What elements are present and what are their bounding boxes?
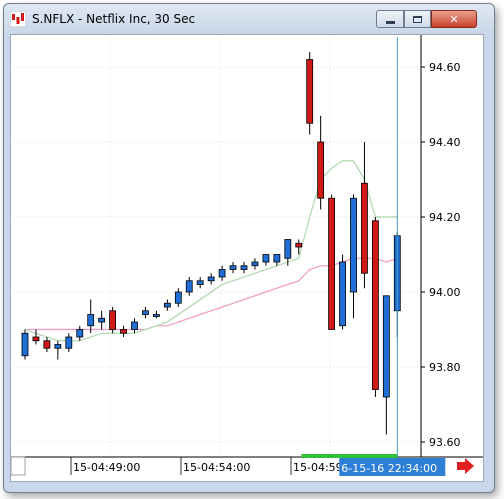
candle[interactable] xyxy=(65,333,73,352)
cursor-time-box xyxy=(339,458,446,476)
candle-body xyxy=(306,59,314,124)
candle-body xyxy=(328,197,336,330)
candle-body xyxy=(262,254,270,263)
candle-body xyxy=(32,336,40,342)
candle-body xyxy=(350,197,357,293)
candle-body xyxy=(54,344,62,349)
maximize-icon xyxy=(413,15,422,23)
candlestick-chart[interactable]: 94.60 94.40 94.20 94.00 93.80 93.60 15-04:49:0… xyxy=(11,35,483,481)
candle[interactable] xyxy=(284,239,292,266)
candle[interactable] xyxy=(371,217,379,397)
candle[interactable] xyxy=(21,329,29,360)
maximize-button[interactable] xyxy=(404,10,431,28)
candle-body xyxy=(240,265,248,270)
close-button[interactable]: ✕ xyxy=(431,10,477,28)
price-tick-label: 94.40 xyxy=(429,136,461,149)
candle[interactable] xyxy=(273,254,281,266)
candle[interactable] xyxy=(262,254,270,266)
candle[interactable] xyxy=(120,325,127,337)
time-tick-label: 15-04:54:00 xyxy=(183,461,250,474)
candle-body xyxy=(76,329,84,338)
price-tick-label: 93.80 xyxy=(429,361,461,374)
cursor-time-label: 6-15-16 22:34:00 xyxy=(341,462,437,475)
candle[interactable] xyxy=(295,239,303,255)
candle-body xyxy=(361,182,368,274)
candle[interactable] xyxy=(240,262,248,274)
candle-body xyxy=(43,340,51,349)
candle[interactable] xyxy=(229,262,237,274)
candle[interactable] xyxy=(152,310,160,319)
candle[interactable] xyxy=(382,295,390,435)
candle-body xyxy=(229,265,237,270)
candle[interactable] xyxy=(328,194,336,330)
candle[interactable] xyxy=(131,318,138,334)
candle-body xyxy=(120,329,127,334)
scroll-right-arrow-icon[interactable] xyxy=(457,458,474,474)
candle[interactable] xyxy=(339,254,346,330)
candle-body xyxy=(152,314,160,317)
candle-body xyxy=(98,317,106,323)
arrow-shape xyxy=(457,458,474,474)
candle-body xyxy=(196,280,204,285)
candle-body xyxy=(371,220,379,390)
candle-body xyxy=(131,321,138,330)
fast-moving-average xyxy=(24,160,398,342)
candle[interactable] xyxy=(207,273,215,285)
candle[interactable] xyxy=(218,265,226,281)
candle-body xyxy=(87,314,95,327)
candle[interactable] xyxy=(43,337,51,352)
candle-body xyxy=(382,295,390,398)
candle-body xyxy=(284,239,292,259)
candle[interactable] xyxy=(163,299,171,311)
candle-body xyxy=(339,261,346,327)
candle[interactable] xyxy=(76,325,84,341)
session-bar xyxy=(301,454,398,458)
candle-body xyxy=(65,336,73,349)
candle-body xyxy=(218,269,226,278)
price-tick-label: 94.20 xyxy=(429,211,461,224)
time-axis-scroll-box[interactable] xyxy=(11,456,26,476)
window-title: S.NFLX - Netflix Inc, 30 Sec xyxy=(32,12,196,26)
close-icon: ✕ xyxy=(449,12,459,26)
candle-body xyxy=(21,332,29,357)
price-tick-label: 94.00 xyxy=(429,286,461,299)
app-icon xyxy=(10,11,26,27)
candle[interactable] xyxy=(306,52,314,135)
candle-body xyxy=(109,310,116,330)
candle-body xyxy=(273,254,281,263)
candle-body xyxy=(185,280,193,293)
candle[interactable] xyxy=(317,115,325,210)
candle-body xyxy=(142,310,149,315)
candle[interactable] xyxy=(185,277,193,296)
candle-body xyxy=(317,141,325,199)
minimize-button[interactable] xyxy=(376,10,404,28)
candle[interactable] xyxy=(87,299,95,334)
minimize-icon xyxy=(385,20,395,24)
candle[interactable] xyxy=(361,142,368,289)
candle[interactable] xyxy=(109,307,116,334)
candle[interactable] xyxy=(174,288,182,307)
candle-body xyxy=(207,276,215,282)
candle[interactable] xyxy=(196,277,204,289)
time-tick-label: 15-04:49:00 xyxy=(73,461,140,474)
chart-area[interactable]: 94.60 94.40 94.20 94.00 93.80 93.60 15-04:49:0… xyxy=(10,34,484,482)
candle-body xyxy=(163,302,171,308)
candle-body xyxy=(251,261,259,267)
candle[interactable] xyxy=(350,194,357,319)
candle-body xyxy=(174,291,182,304)
slow-moving-average xyxy=(25,257,398,331)
candle[interactable] xyxy=(32,329,40,345)
title-bar[interactable]: S.NFLX - Netflix Inc, 30 Sec ✕ xyxy=(4,4,494,34)
candle[interactable] xyxy=(251,258,259,270)
candle[interactable] xyxy=(98,310,106,330)
candle-body xyxy=(295,242,303,248)
price-tick-label: 93.60 xyxy=(429,436,461,449)
candle[interactable] xyxy=(54,340,62,360)
price-tick-label: 94.60 xyxy=(429,61,461,74)
candle[interactable] xyxy=(142,307,149,319)
chart-window: S.NFLX - Netflix Inc, 30 Sec ✕ 94.60 94.4… xyxy=(3,3,495,493)
